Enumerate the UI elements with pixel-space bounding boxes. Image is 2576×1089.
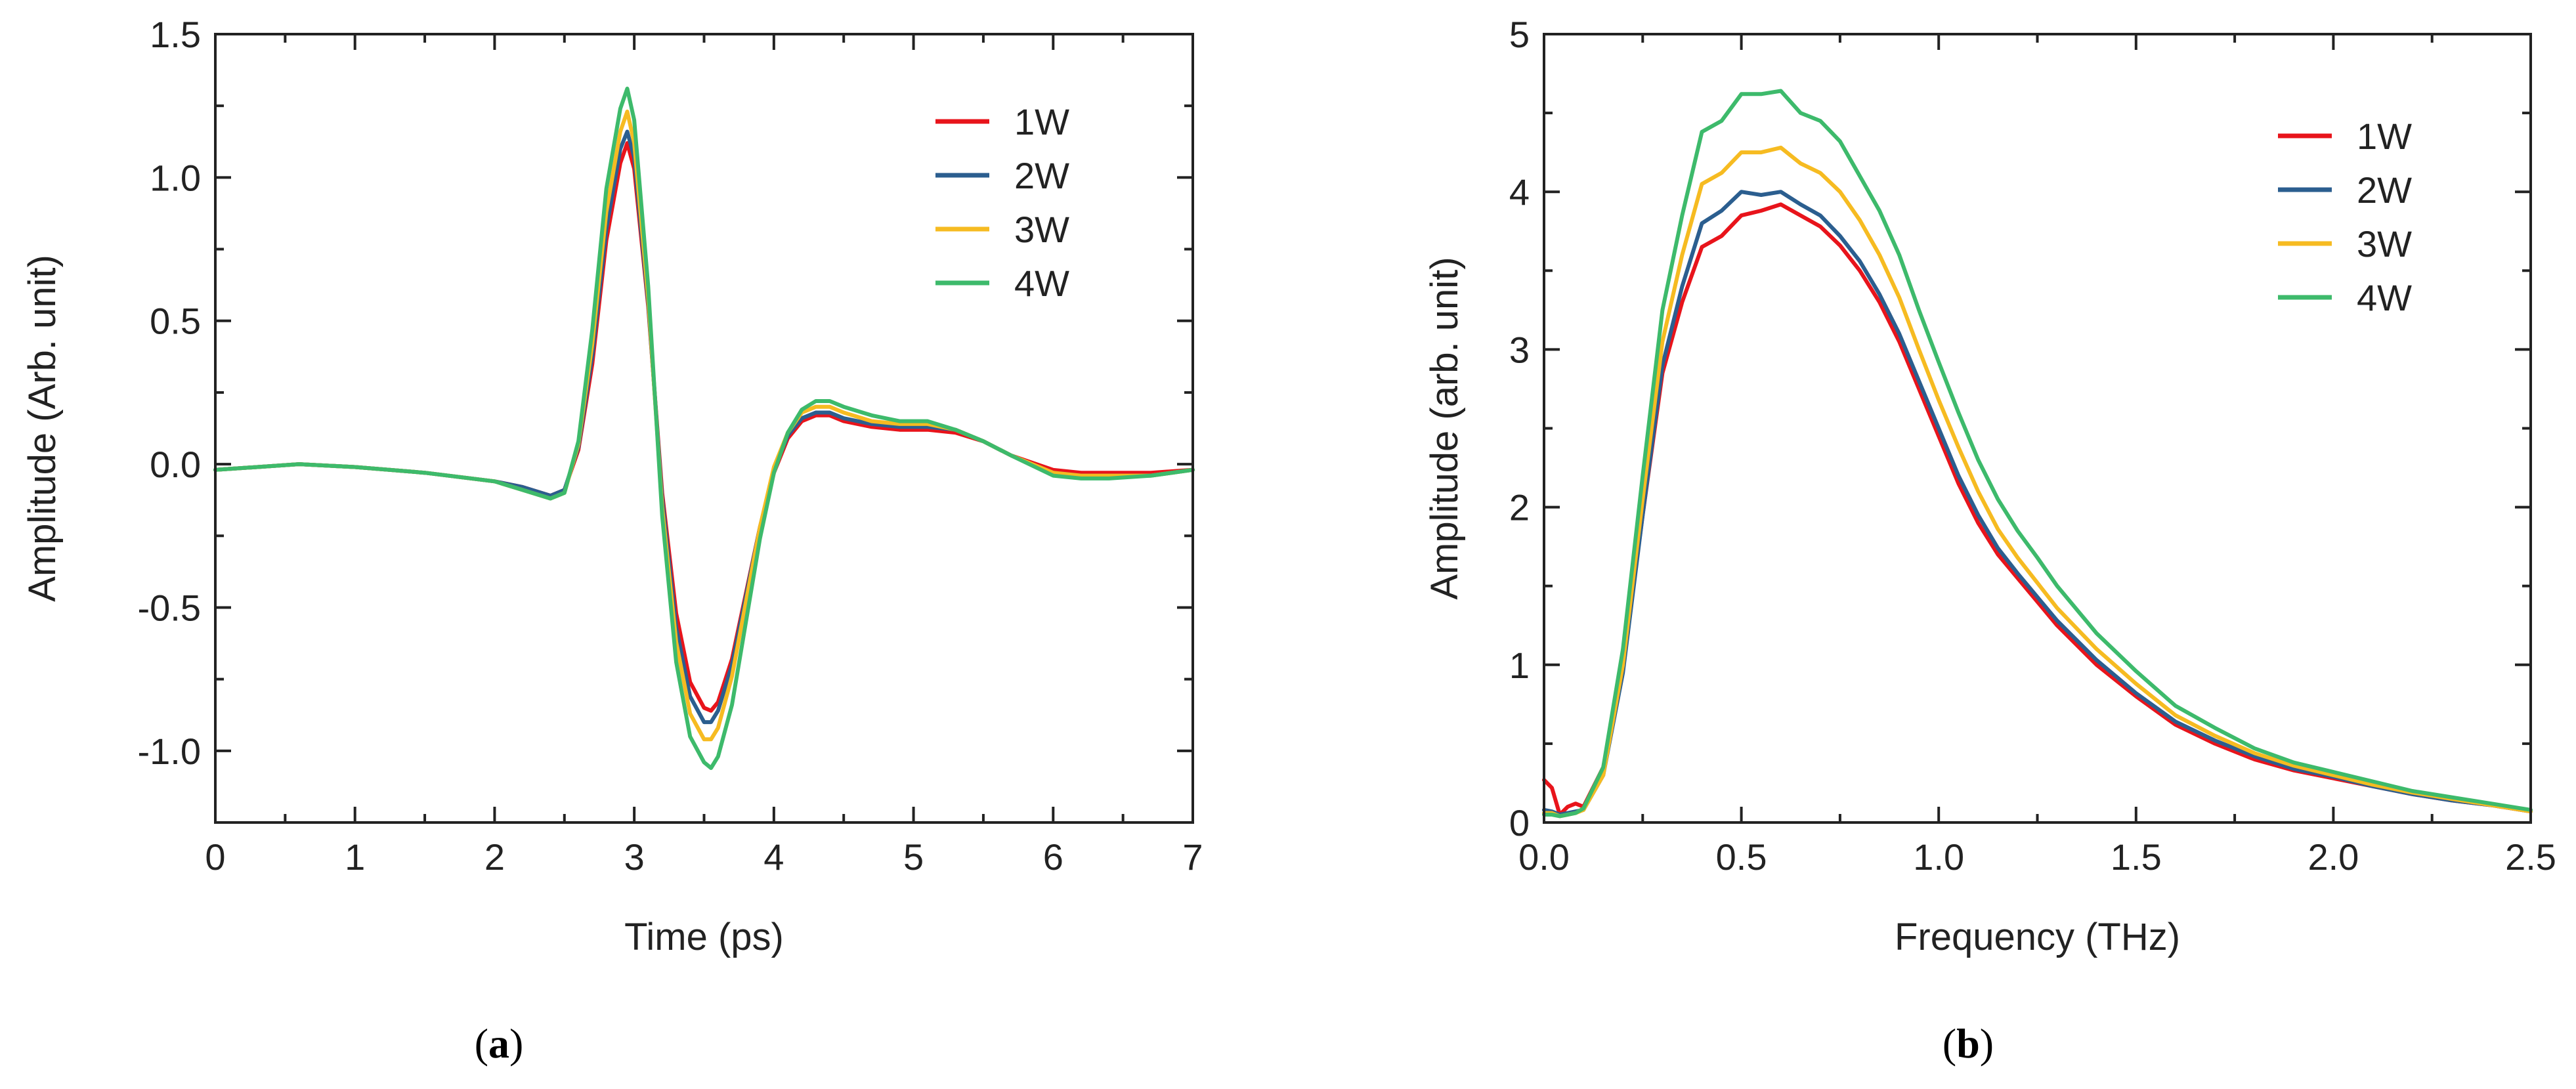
time-domain-x-tick-label: 4 (763, 836, 784, 878)
time-domain-series-layer (213, 87, 1195, 770)
time-domain-series-4w (213, 87, 1195, 770)
time-domain-legend-label-4w: 4W (1014, 263, 1069, 304)
frequency-domain-y-axis-label: Amplitude (arb. unit) (1423, 257, 1466, 599)
frequency-domain-legend-label-4w: 4W (2357, 277, 2412, 318)
frequency-domain-chart: 0.0 0.5 1.0 1.5 2.0 2.5 0 1 2 3 4 5 Frequency (THz)… (1423, 14, 2556, 1067)
time-domain-x-axis-label: Time (ps) (624, 916, 784, 958)
time-domain-caption-letter: a (488, 1020, 509, 1067)
time-domain-legend: 1W 2W 3W 4W (935, 101, 1069, 304)
frequency-domain-caption: (b) (1943, 1020, 1994, 1067)
frequency-domain-y-tick-label: 3 (1509, 329, 1530, 370)
time-domain-y-tick-label: 0.0 (150, 444, 201, 485)
time-domain-y-tick-label: -1.0 (138, 731, 202, 772)
time-domain-y-tick-label: -0.5 (138, 587, 202, 628)
frequency-domain-x-tick-label: 2.0 (2308, 836, 2359, 878)
frequency-domain-x-tick-label: 0.0 (1518, 836, 1570, 878)
time-domain-x-tick-label: 7 (1182, 836, 1203, 878)
time-domain-y-axis-label: Amplitude (Arb. unit) (21, 255, 64, 602)
time-domain-caption: (a) (475, 1020, 524, 1067)
frequency-domain-y-tick-label: 4 (1509, 171, 1530, 213)
frequency-domain-y-tick-label: 5 (1509, 14, 1530, 55)
frequency-domain-x-axis-label: Frequency (THz) (1895, 916, 2180, 958)
frequency-domain-ticks: 0.0 0.5 1.0 1.5 2.0 2.5 0 1 2 3 4 5 (1509, 14, 2556, 878)
frequency-domain-series-4w (1542, 89, 2533, 819)
time-domain-x-tick-label: 5 (903, 836, 924, 878)
time-domain-chart: 0 1 2 3 4 5 6 7 -1.0 -0.5 0.0 0.5 1.0 1.5 Time (ps) A… (21, 14, 1203, 1067)
frequency-domain-x-tick-label: 1.0 (1913, 836, 1964, 878)
frequency-domain-y-tick-label: 0 (1509, 802, 1530, 843)
frequency-domain-legend: 1W 2W 3W 4W (2278, 116, 2412, 318)
time-domain-x-tick-label: 0 (205, 836, 225, 878)
frequency-domain-legend-label-2w: 2W (2357, 169, 2412, 211)
frequency-domain-series-layer (1542, 89, 2533, 819)
frequency-domain-y-tick-label: 1 (1509, 645, 1530, 686)
frequency-domain-caption-letter: b (1956, 1020, 1980, 1067)
time-domain-y-tick-label: 1.0 (150, 157, 201, 198)
time-domain-x-tick-label: 2 (484, 836, 505, 878)
time-domain-x-tick-label: 6 (1043, 836, 1063, 878)
frequency-domain-x-tick-label: 1.5 (2111, 836, 2162, 878)
time-domain-legend-label-1w: 1W (1014, 101, 1069, 142)
frequency-domain-legend-label-1w: 1W (2357, 116, 2412, 157)
time-domain-ticks: 0 1 2 3 4 5 6 7 -1.0 -0.5 0.0 0.5 1.0 1.5 (138, 14, 1203, 878)
frequency-domain-x-tick-label: 0.5 (1716, 836, 1767, 878)
time-domain-legend-label-3w: 3W (1014, 209, 1069, 250)
frequency-domain-legend-label-3w: 3W (2357, 223, 2412, 265)
frequency-domain-y-tick-label: 2 (1509, 487, 1530, 528)
frequency-domain-x-tick-label: 2.5 (2505, 836, 2556, 878)
time-domain-y-tick-label: 1.5 (150, 14, 201, 55)
time-domain-x-tick-label: 3 (624, 836, 645, 878)
time-domain-legend-label-2w: 2W (1014, 155, 1069, 196)
time-domain-x-tick-label: 1 (345, 836, 365, 878)
time-domain-y-tick-label: 0.5 (150, 301, 201, 342)
frequency-domain-series-3w (1542, 145, 2533, 819)
